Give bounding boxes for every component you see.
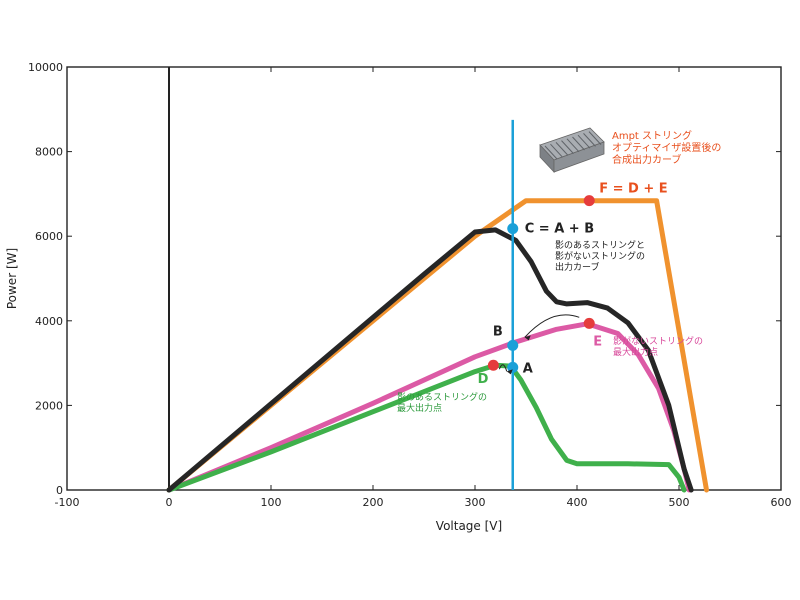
- x-tick-label: 400: [567, 496, 588, 509]
- y-tick-label: 0: [56, 484, 63, 497]
- point-label-e: E: [593, 334, 602, 349]
- x-tick-label: -100: [55, 496, 80, 509]
- point-label-c: C = A + B: [525, 222, 594, 237]
- plot-frame: [66, 66, 782, 491]
- x-tick-label: 100: [261, 496, 282, 509]
- x-tick-label: 300: [465, 496, 486, 509]
- y-tick-label: 6000: [35, 230, 63, 243]
- d-to-a-arrow-head: [506, 369, 513, 375]
- device-fin: [566, 138, 580, 153]
- annotation-shaded-mpp-line: 最大出力点: [397, 402, 442, 414]
- annotations: A B C = A + B D E F = D + E Ampt ストリングオプティマイザ設…: [397, 129, 721, 414]
- point-label-b: B: [493, 324, 503, 339]
- e-to-b-arrow: [524, 314, 580, 338]
- annotation-unshaded-mpp-line: 影がないストリングの: [613, 335, 703, 347]
- axes: -100 0 100 200 300 400 500 60002000400060008000…: [5, 61, 792, 533]
- point-label-f: F = D + E: [599, 182, 667, 197]
- optimizer-device-image: [539, 127, 605, 174]
- annotation-combined-curve-line: 影のあるストリングと: [555, 239, 645, 251]
- point-label-a: A: [523, 361, 533, 376]
- annotation-combined-curve-line: 出力カーブ: [555, 261, 599, 273]
- d-to-a-arrow: [498, 364, 508, 372]
- annotation-combined-curve-line: 影がないストリングの: [555, 250, 645, 262]
- point-marker-c: [507, 223, 519, 235]
- device-fin: [561, 140, 574, 154]
- device-fin: [572, 136, 585, 151]
- series-black-line: [166, 227, 694, 493]
- y-axis-title: Power [W]: [5, 248, 19, 309]
- annotation-unshaded-mpp-line: 最大出力点: [613, 346, 658, 358]
- device-fin: [555, 142, 569, 156]
- markers: [487, 195, 595, 373]
- series-green-line: [166, 362, 687, 493]
- device-fin: [588, 131, 602, 145]
- series-lines: [166, 119, 709, 493]
- device-front: [553, 141, 605, 173]
- y-tick-label: 8000: [35, 146, 63, 159]
- x-tick-label: 200: [363, 496, 384, 509]
- annotation-shaded-mpp-line: 影のあるストリングの: [397, 391, 487, 403]
- annotation-optimizer-curve-line: オプティマイザ設置後の: [612, 141, 721, 154]
- x-tick-label: 500: [669, 496, 690, 509]
- point-marker-a: [507, 361, 519, 373]
- annotation-optimizer-curve-line: Ampt ストリング: [612, 129, 692, 142]
- y-tick-label: 2000: [35, 399, 63, 412]
- device-fin: [544, 145, 558, 160]
- point-marker-e: [583, 317, 595, 329]
- device-fin: [583, 133, 596, 147]
- x-tick-label: 0: [166, 496, 173, 509]
- device-fin: [577, 134, 591, 149]
- x-tick-label: 600: [771, 496, 792, 509]
- series-orange-line: [166, 198, 709, 493]
- annotation-optimizer-curve-line: 合成出力カーブ: [612, 153, 681, 166]
- y-tick-label: 10000: [28, 61, 63, 74]
- point-marker-d: [487, 359, 499, 371]
- y-tick-label: 4000: [35, 315, 63, 328]
- e-to-b-arrow-head: [524, 335, 531, 341]
- point-label-d: D: [478, 372, 489, 387]
- device-fin: [550, 143, 563, 158]
- point-marker-f: [583, 195, 595, 207]
- x-axis-title: Voltage [V]: [436, 519, 502, 533]
- point-marker-b: [507, 339, 519, 351]
